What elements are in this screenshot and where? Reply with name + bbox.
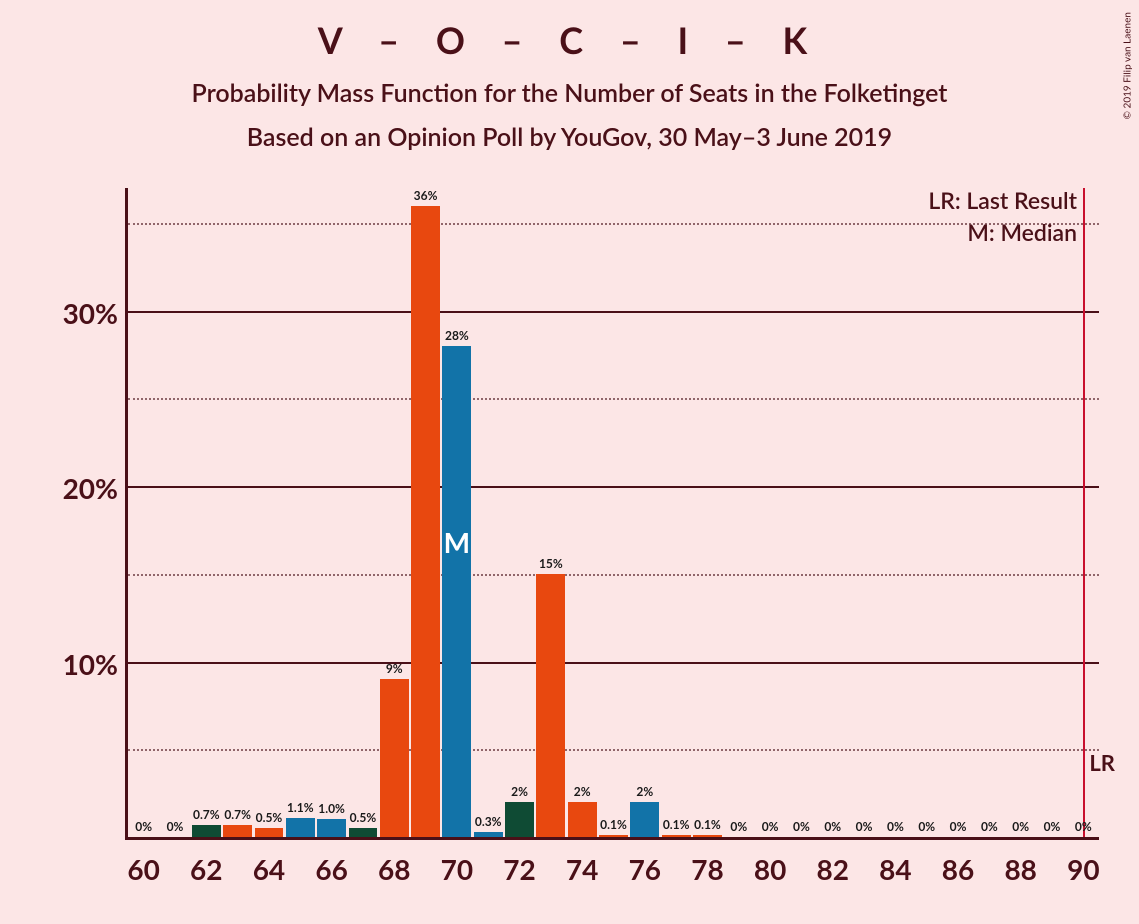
- bar-value-label: 2%: [636, 784, 653, 799]
- bar-value-label: 0%: [167, 819, 184, 834]
- bar: 0.1%: [693, 835, 722, 837]
- bar-value-label: 2%: [574, 784, 591, 799]
- x-tick-label: 90: [1067, 852, 1099, 886]
- bar: 28%M: [442, 346, 471, 837]
- bar: 36%: [411, 206, 440, 837]
- bar-value-label: 28%: [445, 328, 469, 343]
- bar: 0.5%: [349, 828, 378, 837]
- chart-subtitle-2: Based on an Opinion Poll by YouGov, 30 M…: [0, 122, 1139, 152]
- bar: 2%: [505, 802, 534, 837]
- chart-area: LR: Last Result M: Median 10%20%30%60626…: [30, 180, 1109, 900]
- gridline-major: 10%: [128, 662, 1099, 664]
- bar-value-label: 0.1%: [694, 817, 721, 832]
- bar-value-label: 0%: [981, 819, 998, 834]
- gridline-minor: [128, 398, 1099, 400]
- bar-value-label: 0%: [950, 819, 967, 834]
- y-tick-label: 20%: [63, 471, 118, 505]
- bar: 9%: [380, 679, 409, 837]
- bar-value-label: 0%: [887, 819, 904, 834]
- median-marker: M: [444, 525, 470, 559]
- plot-region: LR: Last Result M: Median 10%20%30%60626…: [125, 188, 1099, 840]
- x-tick-label: 68: [378, 852, 410, 886]
- bar-value-label: 0.5%: [350, 810, 377, 825]
- bar-value-label: 0%: [793, 819, 810, 834]
- lr-line: [1083, 188, 1085, 837]
- bar: 1.1%: [286, 818, 315, 837]
- x-tick-label: 82: [817, 852, 849, 886]
- bar-value-label: 2%: [511, 784, 528, 799]
- copyright-text: © 2019 Filip van Laenen: [1121, 12, 1133, 119]
- bar-value-label: 9%: [386, 661, 403, 676]
- x-tick-label: 66: [315, 852, 347, 886]
- bar-value-label: 0%: [1075, 819, 1092, 834]
- x-tick-label: 62: [190, 852, 222, 886]
- bar-value-label: 0.7%: [224, 807, 251, 822]
- x-tick-label: 64: [253, 852, 285, 886]
- bar: 0.3%: [474, 832, 503, 837]
- bar-value-label: 0%: [730, 819, 747, 834]
- x-tick-label: 88: [1004, 852, 1036, 886]
- bar: 2%: [568, 802, 597, 837]
- legend-lr: LR: Last Result: [928, 186, 1077, 214]
- bar-value-label: 0%: [762, 819, 779, 834]
- chart-title: V – O – C – I – K: [0, 0, 1139, 62]
- x-tick-label: 60: [127, 852, 159, 886]
- x-tick-label: 72: [503, 852, 535, 886]
- bar-value-label: 1.0%: [318, 801, 345, 816]
- gridline-minor: [128, 574, 1099, 576]
- bar-value-label: 0%: [135, 819, 152, 834]
- bar-value-label: 0.1%: [600, 817, 627, 832]
- gridline-minor: [128, 223, 1099, 225]
- bar: 1.0%: [317, 819, 346, 837]
- bar-value-label: 0.3%: [475, 814, 502, 829]
- bar-value-label: 15%: [539, 556, 563, 571]
- bar-value-label: 0%: [824, 819, 841, 834]
- bar-value-label: 36%: [414, 188, 438, 203]
- bar-value-label: 0%: [1012, 819, 1029, 834]
- y-tick-label: 30%: [63, 296, 118, 330]
- bar: 0.7%: [223, 825, 252, 837]
- bar-value-label: 0.5%: [256, 810, 283, 825]
- x-tick-label: 86: [942, 852, 974, 886]
- bar-value-label: 1.1%: [287, 800, 314, 815]
- bar-value-label: 0.7%: [193, 807, 220, 822]
- x-tick-label: 80: [754, 852, 786, 886]
- bar-value-label: 0.1%: [663, 817, 690, 832]
- bar-value-label: 0%: [856, 819, 873, 834]
- bar-value-label: 0%: [1044, 819, 1061, 834]
- x-tick-label: 78: [691, 852, 723, 886]
- bar: 0.5%: [255, 828, 284, 837]
- bar: 0.7%: [192, 825, 221, 837]
- gridline-major: 20%: [128, 486, 1099, 488]
- x-tick-label: 74: [566, 852, 598, 886]
- bar: 0.1%: [662, 835, 691, 837]
- lr-label: LR: [1089, 749, 1115, 776]
- chart-subtitle-1: Probability Mass Function for the Number…: [0, 78, 1139, 108]
- bar: 0.1%: [599, 835, 628, 837]
- y-tick-label: 10%: [63, 647, 118, 681]
- bar: 2%: [630, 802, 659, 837]
- bar: 15%: [536, 574, 565, 837]
- x-tick-label: 76: [629, 852, 661, 886]
- x-tick-label: 84: [879, 852, 911, 886]
- gridline-major: 30%: [128, 311, 1099, 313]
- bar-value-label: 0%: [918, 819, 935, 834]
- x-tick-label: 70: [441, 852, 473, 886]
- gridline-minor: [128, 749, 1099, 751]
